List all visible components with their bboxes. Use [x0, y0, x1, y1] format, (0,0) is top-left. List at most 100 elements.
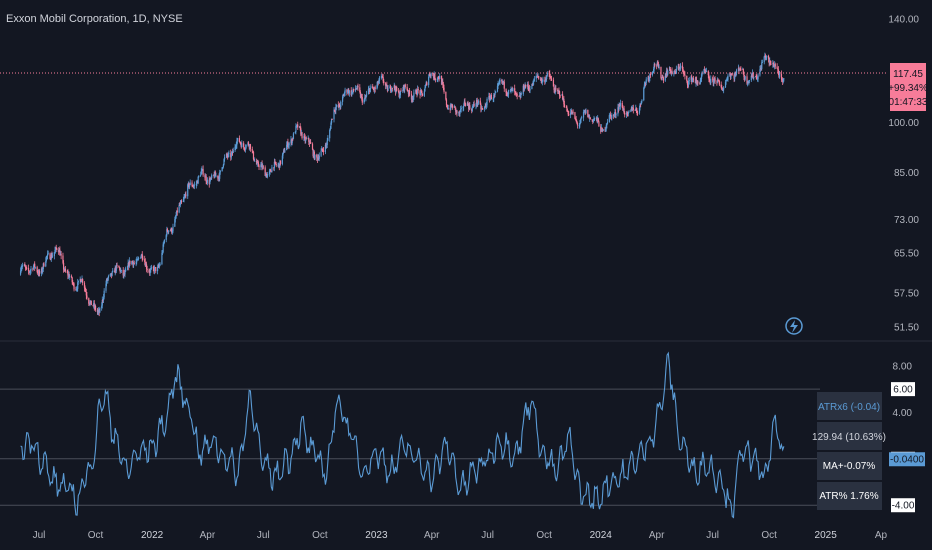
candle-body — [118, 267, 121, 269]
candle-body — [171, 228, 173, 233]
candle-body — [122, 269, 124, 276]
candle-body — [557, 90, 559, 92]
candle-body — [477, 100, 480, 104]
candle-body — [744, 76, 746, 80]
candle-body — [419, 90, 421, 95]
candle-body — [737, 68, 740, 71]
candle-body — [649, 73, 652, 75]
time-tick-label: 2022 — [141, 530, 164, 541]
candle-body — [469, 105, 471, 109]
candle-body — [260, 164, 262, 168]
candle-body — [29, 271, 31, 273]
candle-body — [493, 94, 496, 96]
candle-body — [275, 161, 277, 165]
candle-body — [214, 172, 216, 176]
candle-body — [639, 103, 641, 108]
candle-body — [90, 300, 92, 306]
candle-body — [498, 82, 500, 84]
candle-body — [348, 89, 350, 94]
candle-body — [704, 70, 706, 72]
candle-body — [195, 183, 197, 185]
candle-body — [525, 85, 527, 87]
candle-body — [184, 194, 186, 197]
chart-title: Exxon Mobil Corporation, 1D, NYSE — [6, 13, 183, 25]
candle-body — [98, 310, 100, 312]
candle-body — [339, 106, 341, 108]
candle-body — [49, 253, 51, 260]
candle-body — [593, 117, 596, 120]
candle-body — [304, 137, 306, 141]
candle-body — [283, 150, 285, 153]
candle-body — [179, 202, 181, 206]
candle-body — [320, 150, 322, 156]
candle-body — [740, 69, 742, 70]
candle-body — [424, 87, 426, 92]
candle-body — [137, 258, 140, 260]
candle-body — [632, 107, 634, 111]
candle-body — [386, 85, 389, 92]
candle-body — [734, 73, 736, 76]
candle-body — [761, 62, 763, 63]
candle-body — [69, 276, 71, 278]
candle-body — [243, 143, 245, 148]
candle-body — [716, 81, 718, 83]
candle-body — [669, 67, 671, 71]
candle-body — [161, 253, 163, 265]
candle-body — [380, 76, 382, 78]
candle-body — [174, 219, 176, 227]
candle-body — [106, 279, 108, 284]
candle-body — [202, 169, 204, 176]
candle-body — [166, 229, 168, 236]
candle-body — [494, 93, 496, 96]
candle-body — [678, 66, 680, 69]
candle-body — [47, 253, 49, 256]
candle-body — [468, 104, 470, 109]
candle-body — [155, 267, 157, 272]
candle-body — [290, 139, 292, 144]
candle-body — [485, 105, 488, 107]
candle-body — [565, 107, 567, 108]
value-legend: 129.94 (10.63%) — [812, 432, 886, 443]
candle-body — [538, 76, 540, 79]
candle-body — [682, 69, 684, 73]
candle-body — [149, 269, 151, 273]
candle-body — [630, 107, 633, 110]
price-tick-label: 85.00 — [894, 168, 919, 179]
candle-body — [222, 164, 224, 168]
candle-body — [450, 104, 452, 107]
candle-body — [738, 68, 740, 71]
candle-body — [110, 273, 113, 276]
candle-body — [67, 273, 70, 276]
candle-body — [645, 82, 647, 84]
candle-body — [239, 142, 242, 144]
candle-body — [613, 114, 615, 116]
candle-body — [570, 112, 572, 115]
candle-body — [113, 270, 116, 273]
candle-body — [201, 169, 203, 172]
candle-body — [148, 270, 150, 273]
candle-body — [25, 267, 27, 269]
candle-body — [273, 161, 275, 169]
candle-body — [286, 142, 288, 145]
candle-body — [634, 110, 636, 111]
candle-body — [403, 85, 405, 90]
candle-body — [275, 164, 277, 166]
candle-body — [415, 90, 417, 95]
candle-body — [182, 199, 185, 202]
candle-body — [262, 166, 264, 168]
candle-body — [519, 95, 521, 97]
candle-body — [675, 68, 677, 74]
candle-body — [287, 142, 289, 147]
candle-body — [196, 181, 198, 184]
candle-body — [70, 276, 73, 278]
candle-body — [305, 138, 307, 141]
candle-body — [498, 83, 500, 84]
candle-body — [372, 88, 374, 90]
candle-body — [94, 305, 97, 310]
candle-body — [369, 88, 371, 93]
candle-body — [747, 82, 749, 84]
candle-body — [691, 76, 693, 82]
candle-body — [597, 118, 599, 122]
lightning-icon[interactable] — [785, 317, 803, 335]
